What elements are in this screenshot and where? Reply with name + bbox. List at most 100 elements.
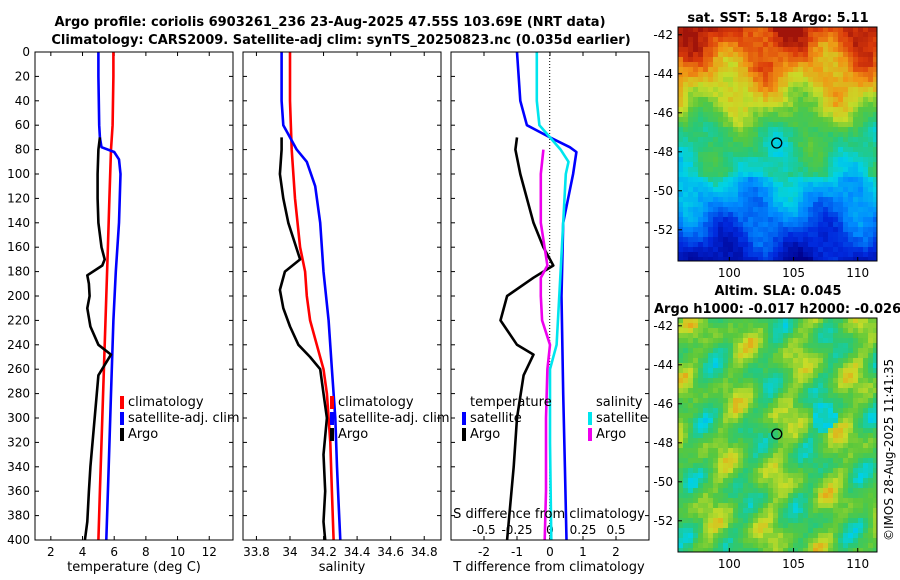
heatmap-cell	[718, 207, 724, 213]
heatmap-cell	[728, 192, 734, 198]
heatmap-cell	[683, 122, 689, 128]
heatmap-cell	[753, 463, 759, 469]
heatmap-cell	[768, 318, 774, 324]
heatmap-cell	[683, 373, 689, 379]
heatmap-cell	[873, 247, 877, 253]
heatmap-cell	[718, 348, 724, 354]
heatmap-cell	[713, 533, 719, 539]
heatmap-cell	[718, 62, 724, 68]
heatmap-cell	[743, 247, 749, 253]
heatmap-cell	[733, 87, 739, 93]
heatmap-cell	[713, 513, 719, 519]
heatmap-cell	[688, 478, 694, 484]
heatmap-cell	[698, 383, 704, 389]
heatmap-cell	[788, 393, 794, 399]
heatmap-cell	[803, 443, 809, 449]
heatmap-cell	[728, 197, 734, 203]
heatmap-cell	[863, 47, 869, 53]
heatmap-cell	[728, 468, 734, 474]
heatmap-cell	[768, 348, 774, 354]
heatmap-cell	[683, 538, 689, 544]
heatmap-cell	[688, 57, 694, 63]
heatmap-cell	[778, 102, 784, 108]
heatmap-cell	[708, 403, 714, 409]
heatmap-cell	[783, 117, 789, 123]
heatmap-cell	[773, 197, 779, 203]
heatmap-cell	[758, 97, 764, 103]
heatmap-cell	[683, 172, 689, 178]
heatmap-cell	[793, 368, 799, 374]
heatmap-cell	[778, 82, 784, 88]
heatmap-cell	[868, 468, 874, 474]
heatmap-cell	[853, 102, 859, 108]
heatmap-cell	[688, 543, 694, 549]
heatmap-cell	[843, 453, 849, 459]
heatmap-cell	[823, 408, 829, 414]
heatmap-cell	[708, 117, 714, 123]
heatmap-cell	[778, 388, 784, 394]
heatmap-cell	[853, 107, 859, 113]
heatmap-cell	[743, 227, 749, 233]
heatmap-cell	[768, 217, 774, 223]
heatmap-cell	[783, 518, 789, 524]
heatmap-cell	[783, 72, 789, 78]
heatmap-cell	[868, 162, 874, 168]
heatmap-cell	[798, 152, 804, 158]
heatmap-cell	[808, 363, 814, 369]
heatmap-cell	[738, 247, 744, 253]
heatmap-cell	[798, 197, 804, 203]
heatmap-cell	[693, 403, 699, 409]
heatmap-cell	[718, 142, 724, 148]
heatmap-cell	[748, 353, 754, 359]
heatmap-cell	[733, 117, 739, 123]
heatmap-cell	[758, 483, 764, 489]
heatmap-cell	[808, 443, 814, 449]
heatmap-cell	[713, 117, 719, 123]
heatmap-cell	[718, 438, 724, 444]
map-y-tick-label: -48	[653, 436, 673, 450]
heatmap-cell	[868, 152, 874, 158]
heatmap-cell	[703, 142, 709, 148]
heatmap-cell	[773, 97, 779, 103]
heatmap-cell	[818, 473, 824, 479]
heatmap-cell	[858, 363, 864, 369]
heatmap-cell	[733, 508, 739, 514]
heatmap-cell	[763, 538, 769, 544]
heatmap-cell	[758, 418, 764, 424]
heatmap-cell	[753, 468, 759, 474]
heatmap-cell	[788, 493, 794, 499]
heatmap-cell	[778, 348, 784, 354]
heatmap-cell	[778, 453, 784, 459]
heatmap-cell	[773, 508, 779, 514]
heatmap-cell	[748, 478, 754, 484]
heatmap-cell	[753, 167, 759, 173]
heatmap-cell	[783, 152, 789, 158]
heatmap-cell	[728, 473, 734, 479]
heatmap-cell	[693, 227, 699, 233]
heatmap-cell	[683, 217, 689, 223]
heatmap-cell	[753, 523, 759, 529]
heatmap-cell	[823, 503, 829, 509]
heatmap-cell	[863, 157, 869, 163]
heatmap-cell	[683, 453, 689, 459]
heatmap-cell	[783, 67, 789, 73]
heatmap-cell	[868, 503, 874, 509]
heatmap-cell	[703, 127, 709, 133]
heatmap-cell	[758, 338, 764, 344]
heatmap-cell	[798, 398, 804, 404]
heatmap-cell	[793, 27, 799, 33]
heatmap-cell	[738, 543, 744, 549]
heatmap-cell	[778, 237, 784, 243]
heatmap-cell	[793, 518, 799, 524]
heatmap-cell	[803, 112, 809, 118]
heatmap-cell	[698, 122, 704, 128]
heatmap-cell	[818, 77, 824, 83]
heatmap-cell	[828, 227, 834, 233]
heatmap-cell	[773, 443, 779, 449]
heatmap-cell	[743, 363, 749, 369]
heatmap-cell	[718, 247, 724, 253]
heatmap-cell	[863, 52, 869, 58]
heatmap-cell	[708, 152, 714, 158]
heatmap-cell	[853, 373, 859, 379]
heatmap-cell	[833, 548, 839, 552]
